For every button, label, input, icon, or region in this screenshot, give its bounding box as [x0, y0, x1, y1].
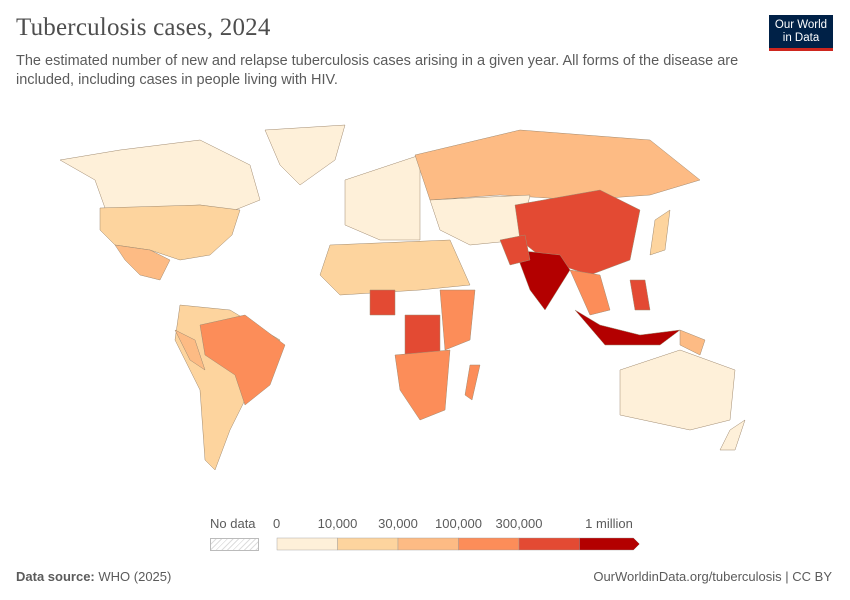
country-canada[interactable] [59, 139, 261, 211]
footer-url[interactable]: OurWorldinData.org/tuberculosis | CC BY [593, 569, 832, 584]
country-india[interactable] [514, 249, 571, 311]
legend-bin-3[interactable] [458, 537, 520, 551]
country-madagascar[interactable] [464, 364, 481, 401]
country-central-asia[interactable] [429, 194, 531, 246]
legend-color-bar [276, 537, 640, 551]
legend-bin-1[interactable] [337, 537, 399, 551]
legend-no-data-swatch [210, 538, 259, 551]
country-japan[interactable] [649, 209, 671, 256]
country-mexico[interactable] [114, 244, 171, 281]
legend-bin-2[interactable] [397, 537, 459, 551]
world-map [59, 124, 746, 471]
legend-tick: 1 million [585, 516, 633, 531]
legend-tick: 30,000 [378, 516, 418, 531]
country-russia[interactable] [414, 129, 701, 201]
country-philippines[interactable] [629, 279, 651, 311]
country-north-africa[interactable] [319, 239, 471, 296]
country-southern-africa[interactable] [394, 349, 451, 421]
legend-bin-4[interactable] [518, 537, 580, 551]
legend-bin-0[interactable] [276, 537, 338, 551]
legend-tick: 100,000 [435, 516, 482, 531]
country-brazil[interactable] [199, 314, 286, 406]
legend-tick: 300,000 [495, 516, 543, 531]
subtitle: The estimated number of new and relapse … [16, 53, 739, 88]
data-source: Data source: WHO (2025) [16, 569, 172, 584]
legend-tick: 0 [273, 516, 281, 531]
country-indonesia[interactable] [574, 309, 681, 346]
legend-no-data-label: No data [210, 516, 256, 531]
page-title: Tuberculosis cases, 2024 [16, 14, 271, 41]
owid-logo[interactable]: Our World in Data [769, 15, 833, 51]
country-new-zealand[interactable] [719, 419, 746, 451]
country-peru[interactable] [174, 329, 206, 371]
country-southeast-asia[interactable] [569, 269, 611, 316]
country-pakistan[interactable] [499, 234, 531, 266]
country-east-africa[interactable] [439, 289, 476, 351]
country-united-states[interactable] [99, 204, 241, 261]
country-europe[interactable] [344, 154, 421, 241]
country-papua-new-guinea[interactable] [679, 329, 706, 356]
logo-text: Our World in Data [774, 19, 828, 44]
legend-bin-5[interactable] [579, 537, 640, 551]
source-text: WHO (2025) [98, 569, 172, 584]
country-dr-congo[interactable] [404, 314, 441, 356]
legend-tick: 10,000 [317, 516, 358, 531]
country-australia[interactable] [619, 349, 736, 431]
country-greenland[interactable] [264, 124, 346, 186]
country-nigeria[interactable] [369, 289, 396, 316]
